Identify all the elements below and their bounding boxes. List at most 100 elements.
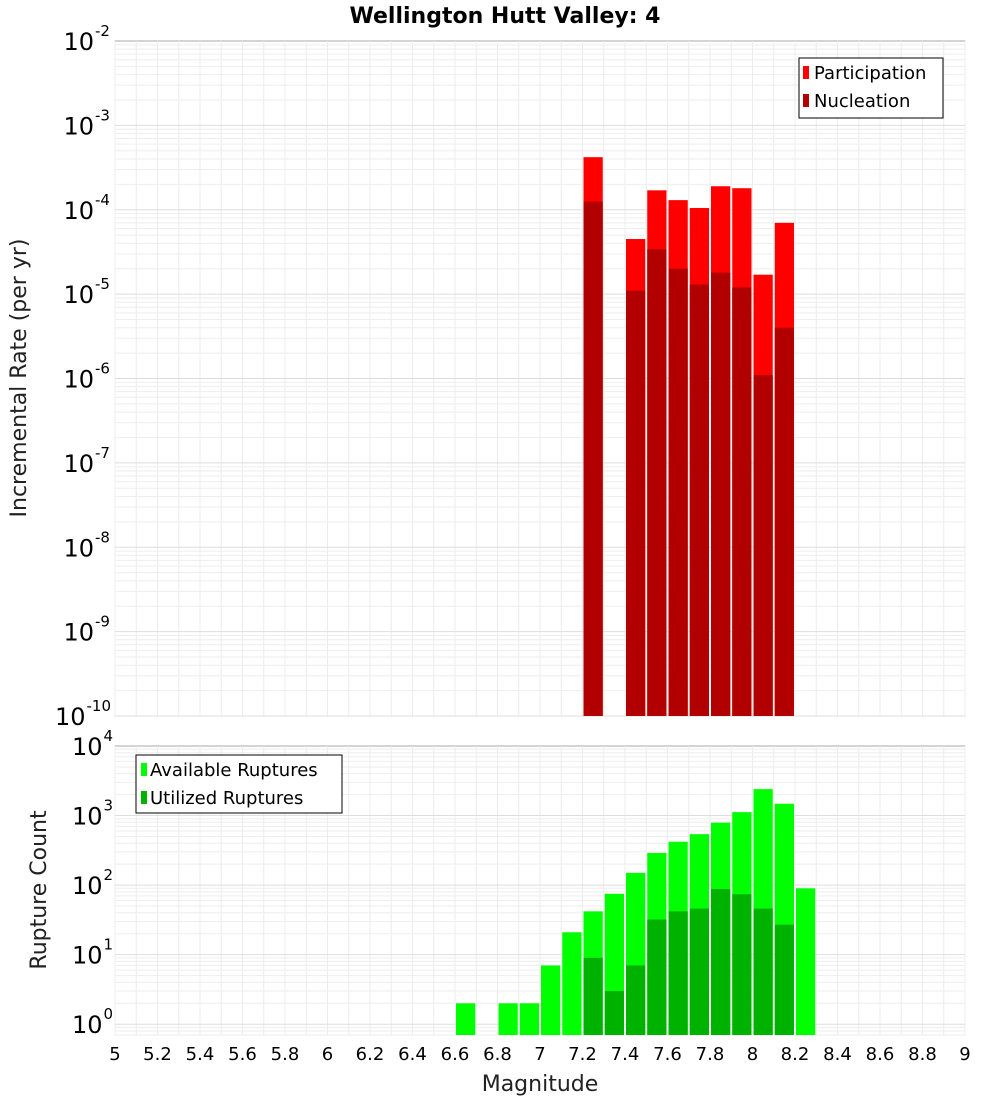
top-bar-nucleation — [647, 249, 667, 716]
y-tick-label: 10 3 — [72, 797, 113, 831]
top-bar-nucleation — [711, 272, 731, 716]
y-tick-base: 10 — [63, 619, 94, 647]
top-bar-nucleation — [626, 290, 646, 716]
x-tick-label: 8.4 — [823, 1044, 852, 1065]
x-tick-label: 8.8 — [908, 1044, 937, 1065]
y-tick-label: 10 -4 — [63, 191, 110, 225]
bottom-bar-available-ruptures — [519, 1003, 539, 1035]
x-tick-label: 7.4 — [611, 1044, 640, 1065]
x-tick-label: 6.8 — [483, 1044, 512, 1065]
top-bar-nucleation — [668, 268, 688, 716]
x-axis-label: Magnitude — [482, 1072, 599, 1097]
bottom-legend-box — [135, 754, 343, 814]
x-tick-label: 7.2 — [568, 1044, 597, 1065]
legend-participation-label: Participation — [814, 63, 926, 84]
y-tick-exponent: 3 — [104, 797, 114, 815]
y-tick-base: 10 — [63, 197, 94, 225]
y-tick-base: 10 — [63, 281, 94, 309]
y-tick-label: 10 4 — [72, 727, 113, 761]
legend-participation-swatch — [803, 66, 809, 79]
bottom-grid — [114, 746, 966, 1036]
x-tick-label: 5.2 — [143, 1044, 172, 1065]
x-tick-label: 8.6 — [866, 1044, 895, 1065]
top-bar-nucleation — [774, 327, 794, 716]
x-tick-label: 6.2 — [356, 1044, 385, 1065]
y-tick-base: 10 — [63, 366, 94, 394]
y-tick-label: 10 -3 — [63, 106, 110, 140]
top-bar-nucleation — [583, 201, 603, 716]
bottom-bar-utilized-ruptures — [668, 911, 688, 1035]
y-tick-exponent: -6 — [95, 360, 110, 378]
x-tick-label: 5 — [109, 1044, 120, 1065]
y-tick-label: 10 -2 — [63, 22, 110, 56]
x-tick-label: 7.8 — [696, 1044, 725, 1065]
y-tick-exponent: -9 — [95, 613, 110, 631]
y-tick-label: 10 -8 — [63, 528, 110, 562]
y-tick-exponent: -3 — [95, 106, 110, 124]
y-tick-label: 10 -9 — [63, 613, 110, 647]
y-tick-exponent: -7 — [95, 444, 110, 462]
y-tick-base: 10 — [72, 803, 103, 831]
bottom-bar-utilized-ruptures — [711, 888, 731, 1035]
bottom-bar-utilized-ruptures — [732, 894, 752, 1035]
y-tick-base: 10 — [72, 872, 103, 900]
x-tick-label: 6 — [322, 1044, 333, 1065]
top-bar-nucleation — [689, 284, 709, 716]
y-tick-base: 10 — [63, 28, 94, 56]
x-tick-label: 6.4 — [398, 1044, 427, 1065]
x-tick-label: 5.8 — [271, 1044, 300, 1065]
y-tick-label: 10 -6 — [63, 360, 110, 394]
y-tick-exponent: 2 — [104, 866, 114, 884]
x-tick-labels: 5 5.2 5.4 5.6 5.8 6 6.2 6.4 6.6 6.8 7 7.2 7.4 7.6 7.8 8… — [109, 1044, 970, 1065]
y-tick-exponent: 4 — [104, 727, 114, 745]
x-tick-label: 8.2 — [781, 1044, 810, 1065]
x-tick-label: 5.6 — [228, 1044, 257, 1065]
top-grid — [114, 41, 966, 717]
top-legend-box — [798, 57, 944, 119]
bottom-bar-available-ruptures — [456, 1003, 476, 1035]
legend-nucleation-swatch — [803, 94, 809, 107]
y-tick-base: 10 — [72, 1011, 103, 1039]
y-tick-exponent: -2 — [95, 22, 110, 40]
x-tick-label: 5.4 — [186, 1044, 215, 1065]
bottom-bar-utilized-ruptures — [753, 908, 773, 1035]
y-tick-exponent: -5 — [95, 275, 110, 293]
y-tick-exponent: -10 — [87, 697, 112, 715]
bottom-bar-utilized-ruptures — [604, 991, 624, 1035]
x-tick-label: 7.6 — [653, 1044, 682, 1065]
y-tick-label: 10 -10 — [55, 697, 111, 731]
y-tick-exponent: -4 — [95, 191, 110, 209]
y-tick-exponent: -8 — [95, 528, 110, 546]
top-bars — [583, 157, 794, 717]
legend-available-label: Available Ruptures — [150, 760, 318, 781]
bottom-bar-available-ruptures — [562, 932, 582, 1035]
x-tick-label: 9 — [959, 1044, 970, 1065]
legend-available-swatch — [141, 763, 147, 776]
y-tick-base: 10 — [72, 942, 103, 970]
bottom-bar-available-ruptures — [541, 965, 561, 1035]
bottom-legend: Available Ruptures Utilized Ruptures — [135, 754, 343, 814]
bottom-bar-available-ruptures — [498, 1003, 518, 1035]
y-tick-label: 10 -5 — [63, 275, 110, 309]
legend-utilized-swatch — [141, 791, 147, 804]
top-bar-nucleation — [753, 375, 773, 716]
x-tick-label: 8 — [747, 1044, 758, 1065]
bottom-bar-utilized-ruptures — [583, 957, 603, 1035]
y-tick-label: 10 2 — [72, 866, 113, 900]
y-tick-label: 10 -7 — [63, 444, 110, 478]
bottom-bar-utilized-ruptures — [647, 919, 667, 1035]
legend-nucleation-label: Nucleation — [814, 91, 910, 112]
bottom-y-axis-label: Rupture Count — [27, 810, 52, 970]
y-tick-base: 10 — [63, 112, 94, 140]
chart-title: Wellington Hutt Valley: 4 — [350, 4, 661, 29]
y-tick-exponent: 0 — [104, 1005, 114, 1023]
top-bar-nucleation — [732, 287, 752, 716]
y-tick-base: 10 — [63, 534, 94, 562]
y-tick-label: 10 1 — [72, 936, 113, 970]
bottom-bar-utilized-ruptures — [774, 924, 794, 1035]
bottom-bars — [456, 789, 816, 1035]
x-tick-label: 6.6 — [441, 1044, 470, 1065]
